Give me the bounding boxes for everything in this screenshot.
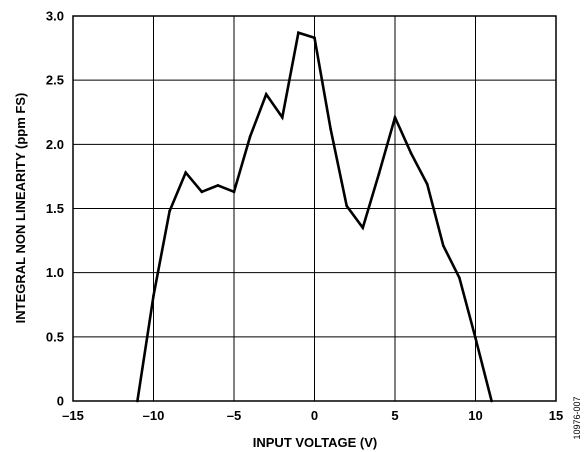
data-point [362, 226, 365, 229]
x-tick-label: 5 [391, 408, 398, 423]
y-tick-label: 2.0 [46, 137, 64, 152]
data-point [217, 184, 220, 187]
data-point [394, 116, 397, 119]
x-axis-title: INPUT VOLTAGE (V) [253, 435, 377, 450]
data-point [410, 152, 413, 155]
data-point [201, 191, 204, 194]
data-point [265, 93, 268, 96]
y-axis-title: INTEGRAL NON LINEARITY (ppm FS) [13, 93, 28, 324]
data-point [233, 191, 236, 194]
y-tick-label: 3.0 [46, 9, 64, 24]
data-point [378, 173, 381, 176]
x-tick-label: –15 [62, 408, 84, 423]
data-point [313, 37, 316, 40]
x-tick-label: –10 [143, 408, 165, 423]
x-tick-label: –5 [227, 408, 241, 423]
data-point [281, 116, 284, 119]
y-tick-label: 1.0 [46, 265, 64, 280]
data-point [442, 244, 445, 247]
data-point [474, 337, 477, 340]
data-point [152, 294, 155, 297]
data-point [458, 277, 461, 280]
data-point [249, 135, 252, 138]
data-point [329, 128, 332, 131]
data-point [168, 210, 171, 213]
x-tick-labels: –15 –10 –5 0 5 10 15 [62, 408, 563, 423]
y-tick-label: 0.5 [46, 329, 64, 344]
data-point [426, 183, 429, 186]
data-point [345, 205, 348, 208]
y-tick-label: 1.5 [46, 201, 64, 216]
data-point [184, 171, 187, 174]
x-tick-label: 10 [468, 408, 482, 423]
y-tick-labels: 0 0.5 1.0 1.5 2.0 2.5 3.0 [46, 9, 64, 409]
data-point [297, 31, 300, 34]
figure-code: 10976-007 [572, 396, 582, 439]
x-tick-label: 0 [311, 408, 318, 423]
x-tick-label: 15 [549, 408, 563, 423]
y-tick-label: 0 [57, 394, 64, 409]
y-tick-label: 2.5 [46, 73, 64, 88]
